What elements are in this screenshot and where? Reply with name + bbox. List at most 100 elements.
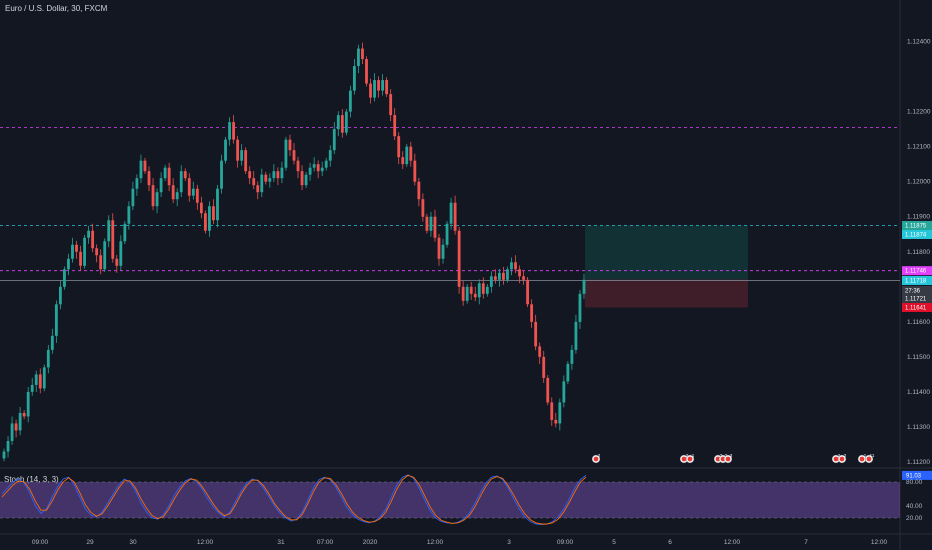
candle-body: [119, 241, 123, 266]
candle-body: [183, 171, 187, 179]
candle-body: [316, 164, 320, 172]
candle-body: [236, 139, 240, 161]
stoch-axis-label: 40.00: [906, 503, 923, 510]
candle-body: [425, 216, 429, 231]
candle-body: [123, 223, 127, 242]
x-tick-label: 7: [804, 539, 808, 546]
candle-body: [578, 293, 582, 322]
candle-body: [187, 178, 191, 196]
candle-body: [361, 48, 364, 60]
candle-body: [413, 160, 417, 182]
stoch-indicator-label[interactable]: Stoch (14, 3, 3): [4, 475, 59, 484]
y-tick-label: 1.11600: [907, 319, 930, 326]
candle-body: [461, 286, 465, 301]
price-badge-label: 1.11874: [905, 232, 927, 238]
candle-body: [582, 279, 586, 294]
candle-body: [522, 276, 525, 280]
price-badge-label: 1.11875: [905, 223, 927, 229]
candle-body: [502, 272, 505, 280]
candle-body: [546, 377, 550, 403]
position-profit-zone[interactable]: [585, 225, 748, 280]
candle-body: [252, 178, 256, 186]
candle-body: [155, 192, 159, 207]
event-count: 2: [838, 453, 841, 458]
candle-body: [276, 171, 280, 179]
stoch-axis-label: 80.00: [906, 479, 923, 486]
candle-body: [151, 185, 155, 207]
candle-body: [320, 167, 324, 172]
candle-body: [558, 402, 562, 424]
x-tick-label: 09:00: [32, 539, 49, 546]
event-count: 1: [864, 453, 867, 458]
y-tick-label: 1.12100: [907, 144, 931, 151]
candle-body: [304, 174, 308, 186]
candle-body: [91, 230, 95, 249]
x-tick-label: 09:00: [557, 539, 574, 546]
candle-body: [405, 146, 409, 165]
candle-body: [199, 202, 203, 214]
candle-body: [417, 181, 421, 200]
candle-body: [377, 80, 380, 91]
candle-body: [401, 157, 405, 165]
candle-body: [175, 192, 179, 200]
candle-body: [562, 381, 566, 403]
candle-body: [171, 185, 175, 200]
event-marker-flag: [725, 456, 731, 462]
candle-body: [385, 80, 389, 95]
candle-body: [489, 276, 493, 287]
stoch-current-value: 91.03: [906, 473, 922, 479]
candle-body: [38, 374, 42, 389]
candle-body: [369, 83, 372, 98]
candle-body: [103, 241, 107, 270]
candle-body: [353, 66, 356, 91]
price-badge: [902, 285, 932, 295]
candle-body: [473, 293, 477, 298]
candle-body: [191, 188, 195, 196]
event-marker-flag: [866, 456, 872, 462]
x-tick-label: 12:00: [724, 539, 741, 546]
candle-body: [34, 374, 38, 385]
x-tick-label: 12:00: [197, 539, 214, 546]
event-marker-flag: [833, 456, 839, 462]
candle-body: [465, 286, 469, 301]
candle-body: [272, 171, 276, 179]
candle-body: [542, 356, 546, 378]
y-tick-label: 1.11200: [907, 459, 930, 466]
candle-body: [63, 269, 66, 287]
candle-body: [203, 213, 207, 231]
candle-body: [497, 272, 501, 280]
candle-body: [526, 279, 530, 305]
price-badge: [902, 275, 932, 285]
candle-body: [481, 283, 485, 294]
candle-body: [260, 174, 264, 193]
position-loss-zone[interactable]: [585, 279, 748, 308]
candle-body: [514, 262, 517, 270]
candle-body: [550, 402, 554, 420]
candle-body: [421, 199, 425, 217]
candle-body: [6, 440, 10, 452]
price-badge: [902, 266, 932, 276]
candle-body: [220, 160, 223, 189]
candle-body: [179, 171, 183, 193]
y-tick-label: 1.11500: [907, 354, 930, 361]
candle-body: [570, 349, 574, 364]
candle-body: [312, 164, 316, 168]
candle-body: [373, 80, 376, 98]
event-count: 2: [598, 453, 601, 458]
candle-body: [248, 171, 252, 179]
price-badge-label: 1.11718: [905, 278, 927, 284]
candle-body: [300, 171, 304, 186]
candle-body: [389, 94, 393, 116]
y-tick-label: 1.12000: [907, 179, 931, 186]
candle-body: [30, 384, 34, 392]
y-tick-label: 1.11300: [907, 424, 930, 431]
x-tick-label: 12:00: [871, 539, 888, 546]
candle-body: [441, 244, 445, 259]
candle-body: [147, 171, 151, 186]
candle-body: [87, 230, 91, 238]
event-count: 3: [730, 453, 733, 458]
candle-body: [232, 122, 235, 140]
stoch-band: [0, 482, 900, 518]
